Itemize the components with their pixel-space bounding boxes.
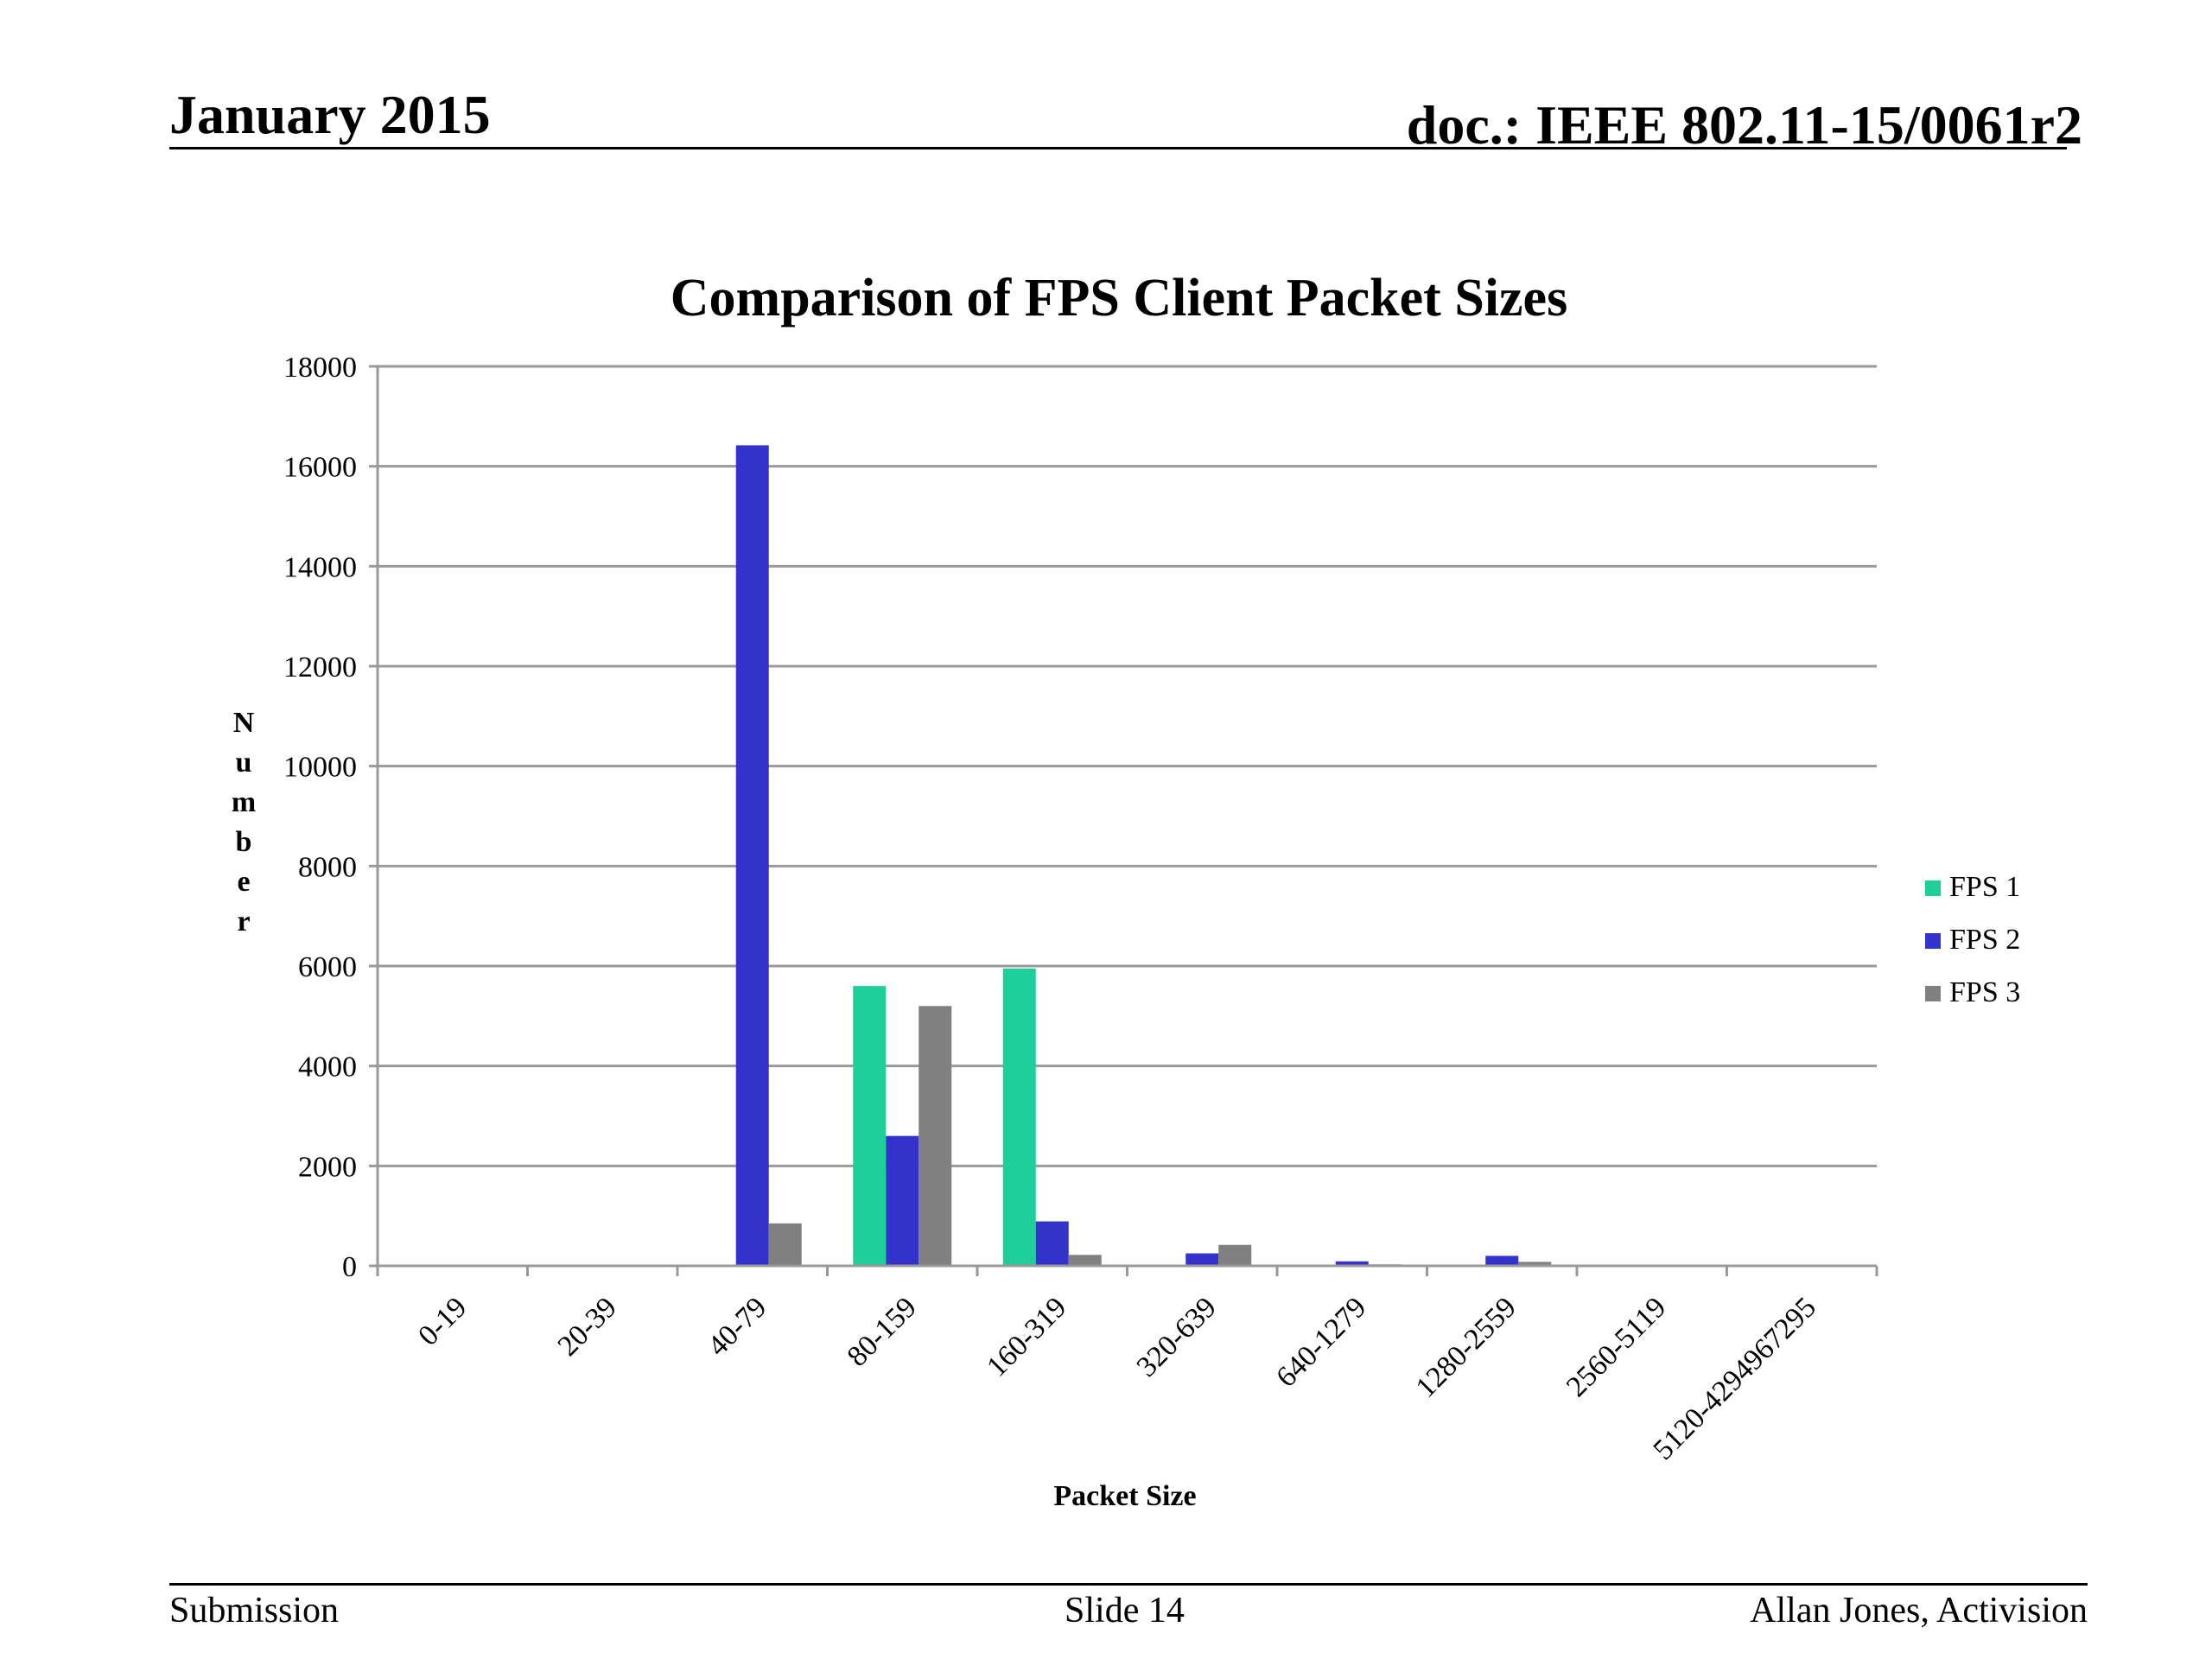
- y-tick-label: 16000: [283, 452, 357, 484]
- x-tick-label: 320-639: [1131, 1291, 1223, 1382]
- header-doc-id: doc.: IEEE 802.11-15/0061r2: [1406, 94, 2082, 156]
- y-axis-ticks: 0 2000 4000 6000 8000 10000 12000 14000 16000 180…: [283, 352, 378, 1283]
- y-tick-label: 12000: [283, 652, 357, 683]
- x-tick-label: 5120-4294967295: [1647, 1291, 1821, 1465]
- bar-fps-2-160-319: [1035, 1221, 1069, 1266]
- y-tick-label: 10000: [283, 752, 357, 784]
- legend-label: FPS 1: [1949, 871, 2020, 903]
- gridlines: [378, 365, 1877, 1167]
- footer-author: Allan Jones, Activision: [1750, 1591, 2088, 1630]
- bar-fps-2-320-639: [1185, 1253, 1219, 1266]
- x-tick-label: 40-79: [702, 1291, 772, 1362]
- x-tick-label: 2560-5119: [1560, 1291, 1672, 1402]
- y-axis-title-letter: b: [236, 826, 252, 858]
- x-axis-title: Packet Size: [1053, 1480, 1196, 1512]
- y-axis-title-letter: u: [236, 747, 252, 779]
- bar-fps-1-80-159: [853, 986, 887, 1266]
- x-tick-label: 80-159: [842, 1291, 923, 1372]
- header-rule: [169, 147, 2067, 149]
- bar-fps-1-160-319: [1002, 968, 1036, 1266]
- y-axis-title-letter: m: [232, 786, 256, 818]
- y-tick-label: 4000: [298, 1052, 357, 1084]
- bar-fps-2-1280-2559: [1485, 1255, 1519, 1266]
- header-date: January 2015: [169, 84, 491, 145]
- x-axis-ticks: 0-19 20-39 40-79 80-159 160-319 320-639 640-12…: [376, 1266, 1878, 1466]
- y-tick-label: 6000: [298, 951, 357, 983]
- y-axis-title-letter: r: [237, 906, 250, 938]
- footer-rule: [169, 1583, 2088, 1586]
- bar-fps-3-1280-2559: [1518, 1262, 1552, 1266]
- x-tick-label: 160-319: [981, 1291, 1072, 1382]
- y-axis-title-letter: e: [237, 866, 250, 898]
- y-tick-label: 2000: [298, 1151, 357, 1183]
- chart-title: Comparison of FPS Client Packet Sizes: [671, 269, 1567, 327]
- axes: [376, 366, 1877, 1268]
- bars: [702, 445, 1552, 1266]
- legend: FPS 1 FPS 2 FPS 3: [1925, 871, 2020, 1008]
- x-tick-label: 0-19: [412, 1291, 473, 1351]
- bar-fps-3-320-639: [1218, 1244, 1252, 1266]
- x-tick-label: 1280-2559: [1410, 1291, 1522, 1403]
- x-tick-label: 20-39: [552, 1291, 623, 1362]
- bar-fps-2-640-1279: [1335, 1261, 1369, 1266]
- x-tick-label: 640-1279: [1270, 1291, 1372, 1393]
- bar-fps-3-160-319: [1068, 1255, 1102, 1266]
- footer-slide-number: Slide 14: [1065, 1591, 1185, 1630]
- y-tick-label: 8000: [298, 851, 357, 883]
- bar-fps-3-40-79: [768, 1223, 802, 1266]
- bar-fps-2-40-79: [735, 445, 769, 1266]
- y-tick-label: 14000: [283, 551, 357, 583]
- y-tick-label: 0: [342, 1251, 357, 1283]
- bar-fps-2-80-159: [886, 1135, 919, 1266]
- y-tick-label: 18000: [283, 352, 357, 384]
- y-axis-title-letter: N: [233, 707, 255, 739]
- legend-swatch-fps-2: [1925, 933, 1941, 949]
- legend-swatch-fps-1: [1925, 880, 1941, 896]
- footer-submission: Submission: [169, 1591, 340, 1630]
- legend-label: FPS 3: [1949, 976, 2020, 1008]
- bar-fps-3-80-159: [918, 1006, 952, 1266]
- legend-label: FPS 2: [1949, 924, 2020, 956]
- legend-swatch-fps-3: [1925, 986, 1941, 1001]
